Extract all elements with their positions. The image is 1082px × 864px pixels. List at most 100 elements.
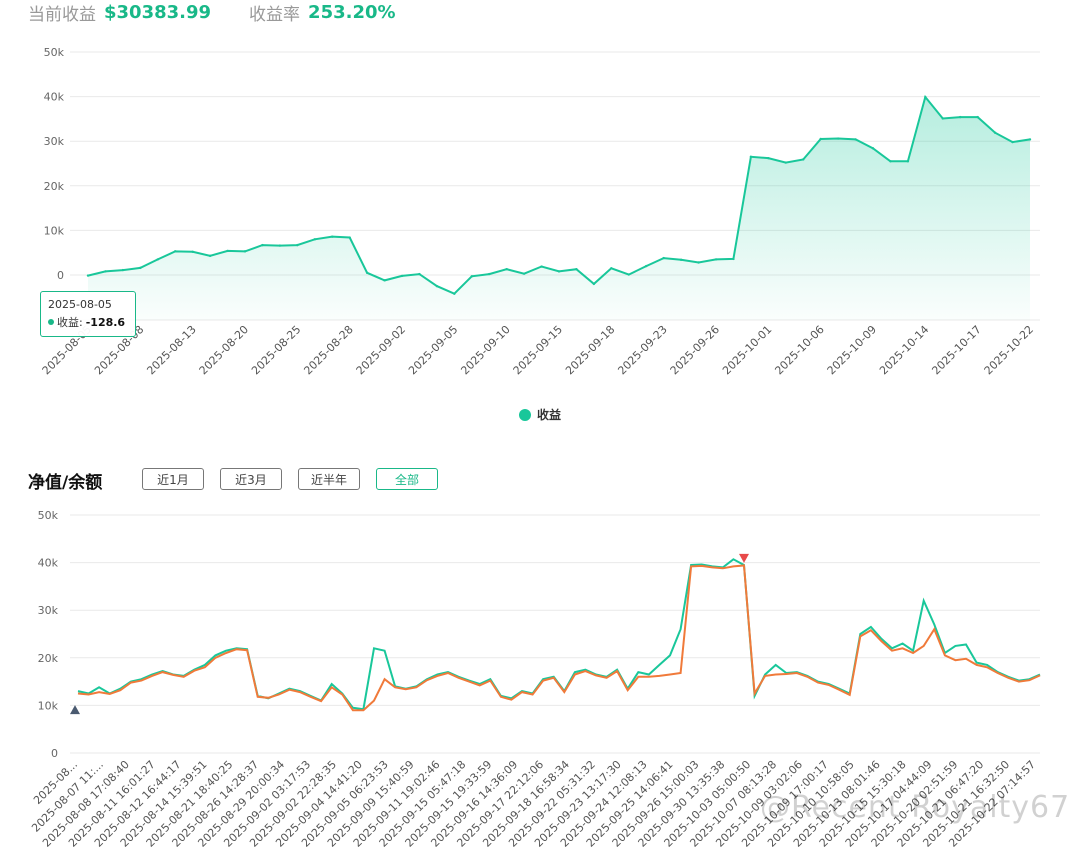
y-tick-label: 0 xyxy=(57,269,64,282)
data-point[interactable] xyxy=(470,275,473,278)
data-point[interactable] xyxy=(784,161,787,164)
data-point[interactable] xyxy=(296,243,299,247)
data-point[interactable] xyxy=(819,137,822,141)
y-tick-label: 10k xyxy=(44,224,65,237)
data-point[interactable] xyxy=(331,235,334,238)
x-tick-label: 2025-10-22 xyxy=(982,323,1036,377)
data-point[interactable] xyxy=(505,268,508,271)
current-profit-label: 当前收益 xyxy=(28,4,96,25)
balance-series-line xyxy=(77,564,1041,712)
range-all-button[interactable]: 全部 xyxy=(376,468,438,490)
range-3m-button[interactable]: 近3月 xyxy=(220,468,282,490)
return-rate-value: 253.20% xyxy=(308,1,396,23)
data-point[interactable] xyxy=(679,258,683,262)
y-tick-label: 10k xyxy=(38,699,59,712)
data-point[interactable] xyxy=(557,270,561,273)
data-point[interactable] xyxy=(645,264,648,268)
x-tick-label: 2025-10-17 xyxy=(929,323,983,377)
data-point[interactable] xyxy=(226,249,229,253)
data-point[interactable] xyxy=(924,95,927,99)
data-point[interactable] xyxy=(697,261,700,264)
x-tick-label: 2025-09-26 xyxy=(668,323,722,377)
tooltip-series-label: 收益: xyxy=(57,316,83,329)
data-point[interactable] xyxy=(86,274,90,277)
data-point[interactable] xyxy=(400,274,404,278)
x-tick-label: 2025-09-05 xyxy=(406,323,460,377)
data-point[interactable] xyxy=(174,250,177,253)
x-tick-label: 2025-09-23 xyxy=(615,323,669,377)
data-point[interactable] xyxy=(889,160,892,163)
data-point[interactable] xyxy=(348,236,351,239)
y-tick-label: 30k xyxy=(44,135,65,148)
data-point[interactable] xyxy=(993,131,997,134)
data-point[interactable] xyxy=(662,256,665,260)
sell-marker-icon xyxy=(739,553,749,563)
x-tick-label: 2025-09-10 xyxy=(458,323,512,377)
legend-swatch-icon xyxy=(519,408,531,421)
data-point[interactable] xyxy=(191,250,194,254)
data-point[interactable] xyxy=(976,115,979,119)
data-point[interactable] xyxy=(610,267,613,270)
data-point[interactable] xyxy=(959,115,962,119)
return-rate-label: 收益率 xyxy=(249,4,301,25)
data-point[interactable] xyxy=(121,268,125,272)
legend-label: 收益 xyxy=(537,408,562,422)
data-point[interactable] xyxy=(714,258,718,261)
data-point[interactable] xyxy=(156,258,159,261)
range-1m-button[interactable]: 近1月 xyxy=(142,468,204,490)
chart-tooltip: 2025-08-05 收益: -128.6 xyxy=(40,291,136,337)
data-point[interactable] xyxy=(941,117,944,120)
x-tick-label: 2025-08-25 xyxy=(249,323,303,377)
x-tick-label: 2025-10-06 xyxy=(772,323,826,377)
data-point[interactable] xyxy=(104,270,107,273)
net-value-series-line xyxy=(77,558,1041,711)
data-point[interactable] xyxy=(1011,140,1014,144)
data-point[interactable] xyxy=(313,238,316,241)
data-point[interactable] xyxy=(802,158,805,161)
y-tick-label: 40k xyxy=(44,91,65,104)
current-profit-value: $30383.99 xyxy=(104,1,212,23)
y-tick-label: 50k xyxy=(44,46,65,59)
y-tick-label: 0 xyxy=(51,747,58,760)
data-point[interactable] xyxy=(854,138,857,141)
tooltip-date: 2025-08-05 xyxy=(48,298,112,311)
x-tick-label: 2025-09-18 xyxy=(563,323,617,377)
x-tick-label: 2025-09-15 xyxy=(511,323,565,377)
range-6m-button[interactable]: 近半年 xyxy=(298,468,360,490)
data-point[interactable] xyxy=(1028,138,1032,141)
data-point[interactable] xyxy=(139,266,142,270)
x-tick-label: 2025-10-09 xyxy=(825,323,879,377)
y-tick-label: 40k xyxy=(38,557,59,570)
data-point[interactable] xyxy=(488,272,491,276)
profit-area-fill xyxy=(88,97,1030,320)
data-point[interactable] xyxy=(732,257,735,261)
y-tick-label: 30k xyxy=(38,604,59,617)
chart-legend[interactable]: 收益 xyxy=(519,406,561,423)
data-point[interactable] xyxy=(627,273,630,276)
data-point[interactable] xyxy=(243,250,247,253)
data-point[interactable] xyxy=(522,272,526,275)
data-point[interactable] xyxy=(435,284,439,288)
data-point[interactable] xyxy=(871,147,875,150)
y-tick-label: 20k xyxy=(44,180,65,193)
tooltip-series-dot-icon xyxy=(48,319,54,325)
data-point[interactable] xyxy=(418,272,421,276)
data-point[interactable] xyxy=(749,155,753,159)
x-tick-label: 2025-10-01 xyxy=(720,323,774,377)
net-value-title: 净值/余额 xyxy=(28,473,103,493)
data-point[interactable] xyxy=(836,137,840,140)
data-point[interactable] xyxy=(383,279,386,282)
data-point[interactable] xyxy=(767,156,770,160)
data-point[interactable] xyxy=(365,271,369,274)
data-point[interactable] xyxy=(592,282,596,286)
data-point[interactable] xyxy=(261,243,264,247)
data-point[interactable] xyxy=(575,268,578,271)
data-point[interactable] xyxy=(906,160,910,163)
data-point[interactable] xyxy=(540,265,543,268)
data-point[interactable] xyxy=(453,292,456,295)
data-point[interactable] xyxy=(208,254,212,258)
x-tick-label: 2025-08-13 xyxy=(144,323,198,377)
data-point[interactable] xyxy=(278,244,282,247)
